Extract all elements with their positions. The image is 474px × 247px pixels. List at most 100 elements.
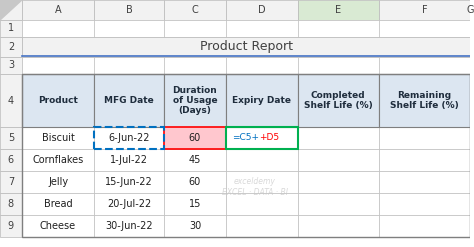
Bar <box>298 171 379 193</box>
Text: B: B <box>126 5 132 15</box>
Polygon shape <box>0 0 22 20</box>
Text: 9: 9 <box>8 221 14 231</box>
Bar <box>164 74 226 127</box>
Bar <box>164 171 226 193</box>
Text: 6-Jun-22: 6-Jun-22 <box>108 133 150 143</box>
Bar <box>0 171 22 193</box>
Bar <box>379 57 470 74</box>
Bar <box>22 215 94 237</box>
Bar <box>164 37 226 57</box>
Bar <box>94 74 164 127</box>
Bar <box>94 171 164 193</box>
Text: exceldemy
EXCEL · DATA · BI: exceldemy EXCEL · DATA · BI <box>222 177 288 197</box>
Text: 20-Jul-22: 20-Jul-22 <box>107 199 151 209</box>
Bar <box>226 127 298 149</box>
Bar <box>226 193 298 215</box>
Bar <box>0 127 22 149</box>
Bar <box>164 20 226 37</box>
Bar <box>298 127 379 149</box>
Bar <box>22 74 470 237</box>
Bar <box>379 74 470 127</box>
Text: Product: Product <box>38 96 78 105</box>
Bar <box>298 149 379 171</box>
Text: Jelly: Jelly <box>48 177 68 187</box>
Bar <box>379 74 470 127</box>
Bar <box>22 171 94 193</box>
Bar <box>298 193 379 215</box>
Bar <box>379 171 470 193</box>
Text: A: A <box>55 5 61 15</box>
Bar <box>226 171 298 193</box>
Bar <box>298 215 379 237</box>
Bar <box>0 215 22 237</box>
Bar <box>22 37 470 57</box>
Bar <box>22 20 94 37</box>
Bar <box>94 193 164 215</box>
Bar <box>226 37 298 57</box>
Bar <box>94 0 164 20</box>
Bar <box>0 74 22 127</box>
Bar <box>379 37 470 57</box>
Bar <box>226 193 298 215</box>
Text: G: G <box>466 5 474 15</box>
Bar <box>379 127 470 149</box>
Bar <box>94 149 164 171</box>
Bar <box>379 193 470 215</box>
Text: 60: 60 <box>189 177 201 187</box>
Bar <box>298 215 379 237</box>
Bar <box>22 37 94 57</box>
Text: 1: 1 <box>8 23 14 34</box>
Bar <box>22 171 94 193</box>
Text: 6: 6 <box>8 155 14 165</box>
Bar <box>94 127 164 149</box>
Bar <box>226 149 298 171</box>
Bar <box>226 127 298 149</box>
Bar <box>164 127 226 149</box>
Bar <box>164 193 226 215</box>
Bar <box>298 57 379 74</box>
Bar <box>94 20 164 37</box>
Bar <box>94 193 164 215</box>
Bar <box>226 171 298 193</box>
Bar <box>22 193 94 215</box>
Bar <box>164 215 226 237</box>
Bar <box>226 74 298 127</box>
Bar <box>226 149 298 171</box>
Bar <box>164 149 226 171</box>
Bar <box>226 57 298 74</box>
Bar <box>94 215 164 237</box>
Bar <box>298 74 379 127</box>
Text: Remaining
Shelf Life (%): Remaining Shelf Life (%) <box>390 91 459 110</box>
Bar <box>379 193 470 215</box>
Text: Cheese: Cheese <box>40 221 76 231</box>
Bar <box>379 171 470 193</box>
Bar <box>164 215 226 237</box>
Text: Biscuit: Biscuit <box>42 133 74 143</box>
Text: D: D <box>258 5 266 15</box>
Text: 45: 45 <box>189 155 201 165</box>
Bar <box>94 215 164 237</box>
Text: 8: 8 <box>8 199 14 209</box>
Bar <box>298 74 379 127</box>
Bar <box>164 149 226 171</box>
Bar <box>22 127 94 149</box>
Bar <box>379 20 470 37</box>
Bar <box>22 74 94 127</box>
Text: Product Report: Product Report <box>200 41 292 54</box>
Text: 3: 3 <box>8 61 14 70</box>
Bar <box>226 74 298 127</box>
Bar <box>0 0 22 20</box>
Text: Cornflakes: Cornflakes <box>32 155 84 165</box>
Bar <box>379 215 470 237</box>
Text: Completed
Shelf Life (%): Completed Shelf Life (%) <box>304 91 373 110</box>
Bar <box>226 127 298 149</box>
Bar <box>164 57 226 74</box>
Bar <box>94 37 164 57</box>
Text: 7: 7 <box>8 177 14 187</box>
Bar <box>298 20 379 37</box>
Text: 15-Jun-22: 15-Jun-22 <box>105 177 153 187</box>
Bar <box>379 215 470 237</box>
Text: 2: 2 <box>8 42 14 52</box>
Bar <box>94 127 164 149</box>
Text: 30: 30 <box>189 221 201 231</box>
